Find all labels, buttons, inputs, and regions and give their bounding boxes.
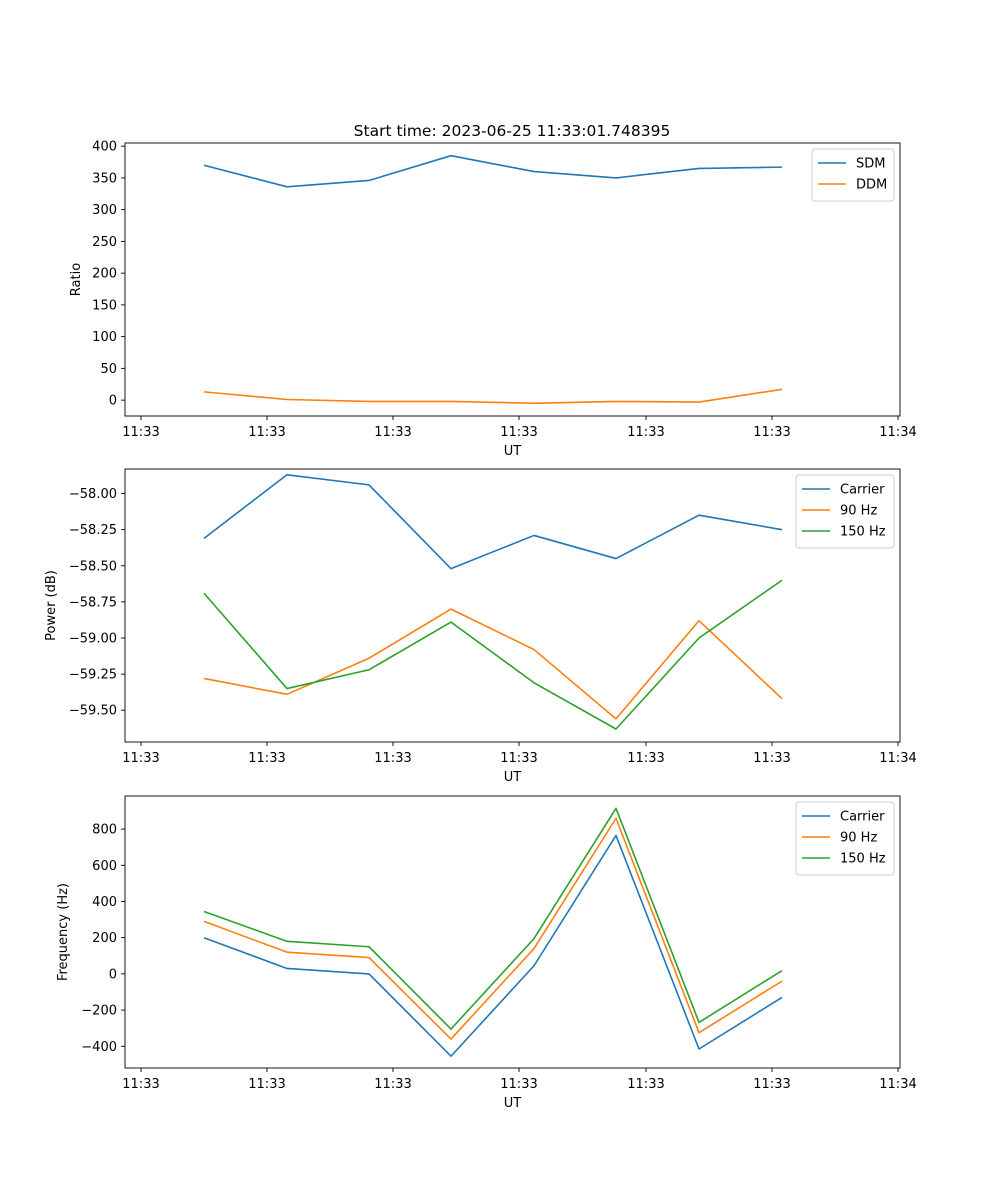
legend-box [795, 801, 895, 876]
y-tick-label: −59.50 [69, 704, 117, 719]
x-tick-label: 11:33 [753, 751, 790, 766]
y-tick-label: −58.75 [69, 595, 117, 610]
y-tick-label: 100 [92, 330, 117, 345]
x-tick-label: 11:33 [627, 425, 664, 440]
x-axis-label: UT [504, 444, 522, 459]
legend-label: SDM [856, 157, 885, 172]
plot-frame [124, 142, 901, 417]
legend-box [811, 148, 895, 202]
y-tick-label: 0 [109, 967, 117, 982]
y-tick-label: 0 [109, 394, 117, 409]
y-tick-label: 150 [92, 298, 117, 313]
x-tick-label: 11:33 [627, 1077, 664, 1092]
series-line-90-hz [203, 608, 783, 720]
y-tick-label: 300 [92, 203, 117, 218]
y-tick-label: 200 [92, 267, 117, 282]
x-tick-label: 11:33 [374, 751, 411, 766]
x-tick-label: 11:33 [122, 751, 159, 766]
charts-container: 11:33 11:33 11:33 11:33 11:33 11:33 11:34 0 50 10… [44, 140, 917, 1111]
chart-panel-1: 11:33 11:33 11:33 11:33 11:33 11:33 11:34 0 50 10… [69, 140, 917, 459]
x-tick-label: 11:33 [248, 1077, 285, 1092]
y-tick-label: 600 [92, 859, 117, 874]
y-tick-label: 50 [100, 362, 117, 377]
legend: SDM DDM [811, 148, 895, 202]
legend-label: 90 Hz [840, 831, 877, 846]
plot-frame [124, 468, 901, 743]
y-axis-label: Power (dB) [44, 570, 59, 641]
x-tick-label: 11:33 [122, 425, 159, 440]
legend-label: 150 Hz [840, 525, 886, 540]
series-line-ddm [203, 388, 783, 405]
y-tick-label: −400 [81, 1040, 117, 1055]
legend-label: 150 Hz [840, 852, 886, 867]
chart-panel-2: 11:33 11:33 11:33 11:33 11:33 11:33 11:34 −59.5… [44, 468, 917, 785]
x-tick-label: 11:33 [500, 751, 537, 766]
series-line-sdm [203, 154, 783, 188]
legend-label: Carrier [840, 810, 885, 825]
y-tick-label: −59.25 [69, 668, 117, 683]
x-tick-label: 11:33 [248, 751, 285, 766]
x-tick-label: 11:33 [500, 1077, 537, 1092]
y-tick-label: −58.50 [69, 559, 117, 574]
legend: Carrier 90 Hz 150 Hz [795, 801, 895, 876]
x-tick-label: 11:34 [879, 751, 916, 766]
legend-label: Carrier [840, 483, 885, 498]
series-line-carrier [203, 473, 783, 570]
series-line-carrier [203, 834, 783, 1058]
y-axis-label: Ratio [69, 263, 84, 296]
y-axis-label: Frequency (Hz) [56, 883, 71, 981]
chart-panel-3: 11:33 11:33 11:33 11:33 11:33 11:33 11:34 −400 −… [56, 795, 917, 1111]
y-tick-label: −59.00 [69, 632, 117, 647]
y-tick-label: 250 [92, 235, 117, 250]
x-tick-label: 11:33 [122, 1077, 159, 1092]
x-tick-label: 11:33 [753, 1077, 790, 1092]
legend-label: 90 Hz [840, 504, 877, 519]
series-line-150-hz [203, 807, 783, 1030]
x-tick-label: 11:34 [879, 1077, 916, 1092]
x-tick-label: 11:33 [248, 425, 285, 440]
y-tick-label: −58.25 [69, 523, 117, 538]
x-tick-label: 11:33 [374, 425, 411, 440]
plot-frame [124, 795, 901, 1069]
y-tick-label: −200 [81, 1004, 117, 1019]
legend-box [795, 474, 895, 549]
series-line-90-hz [203, 817, 783, 1040]
x-tick-label: 11:33 [753, 425, 790, 440]
x-axis-label: UT [504, 770, 522, 785]
x-tick-label: 11:33 [374, 1077, 411, 1092]
x-tick-label: 11:33 [500, 425, 537, 440]
y-tick-label: 200 [92, 931, 117, 946]
series-line-150-hz [203, 579, 783, 730]
figure-title: Start time: 2023-06-25 11:33:01.748395 [354, 122, 671, 140]
x-tick-label: 11:33 [627, 751, 664, 766]
x-axis-label: UT [504, 1096, 522, 1111]
y-tick-label: 350 [92, 171, 117, 186]
y-tick-label: 400 [92, 895, 117, 910]
legend-label: DDM [856, 178, 887, 193]
y-tick-label: 800 [92, 823, 117, 838]
x-tick-label: 11:34 [879, 425, 916, 440]
legend: Carrier 90 Hz 150 Hz [795, 474, 895, 549]
y-tick-label: 400 [92, 140, 117, 155]
y-tick-label: −58.00 [69, 487, 117, 502]
